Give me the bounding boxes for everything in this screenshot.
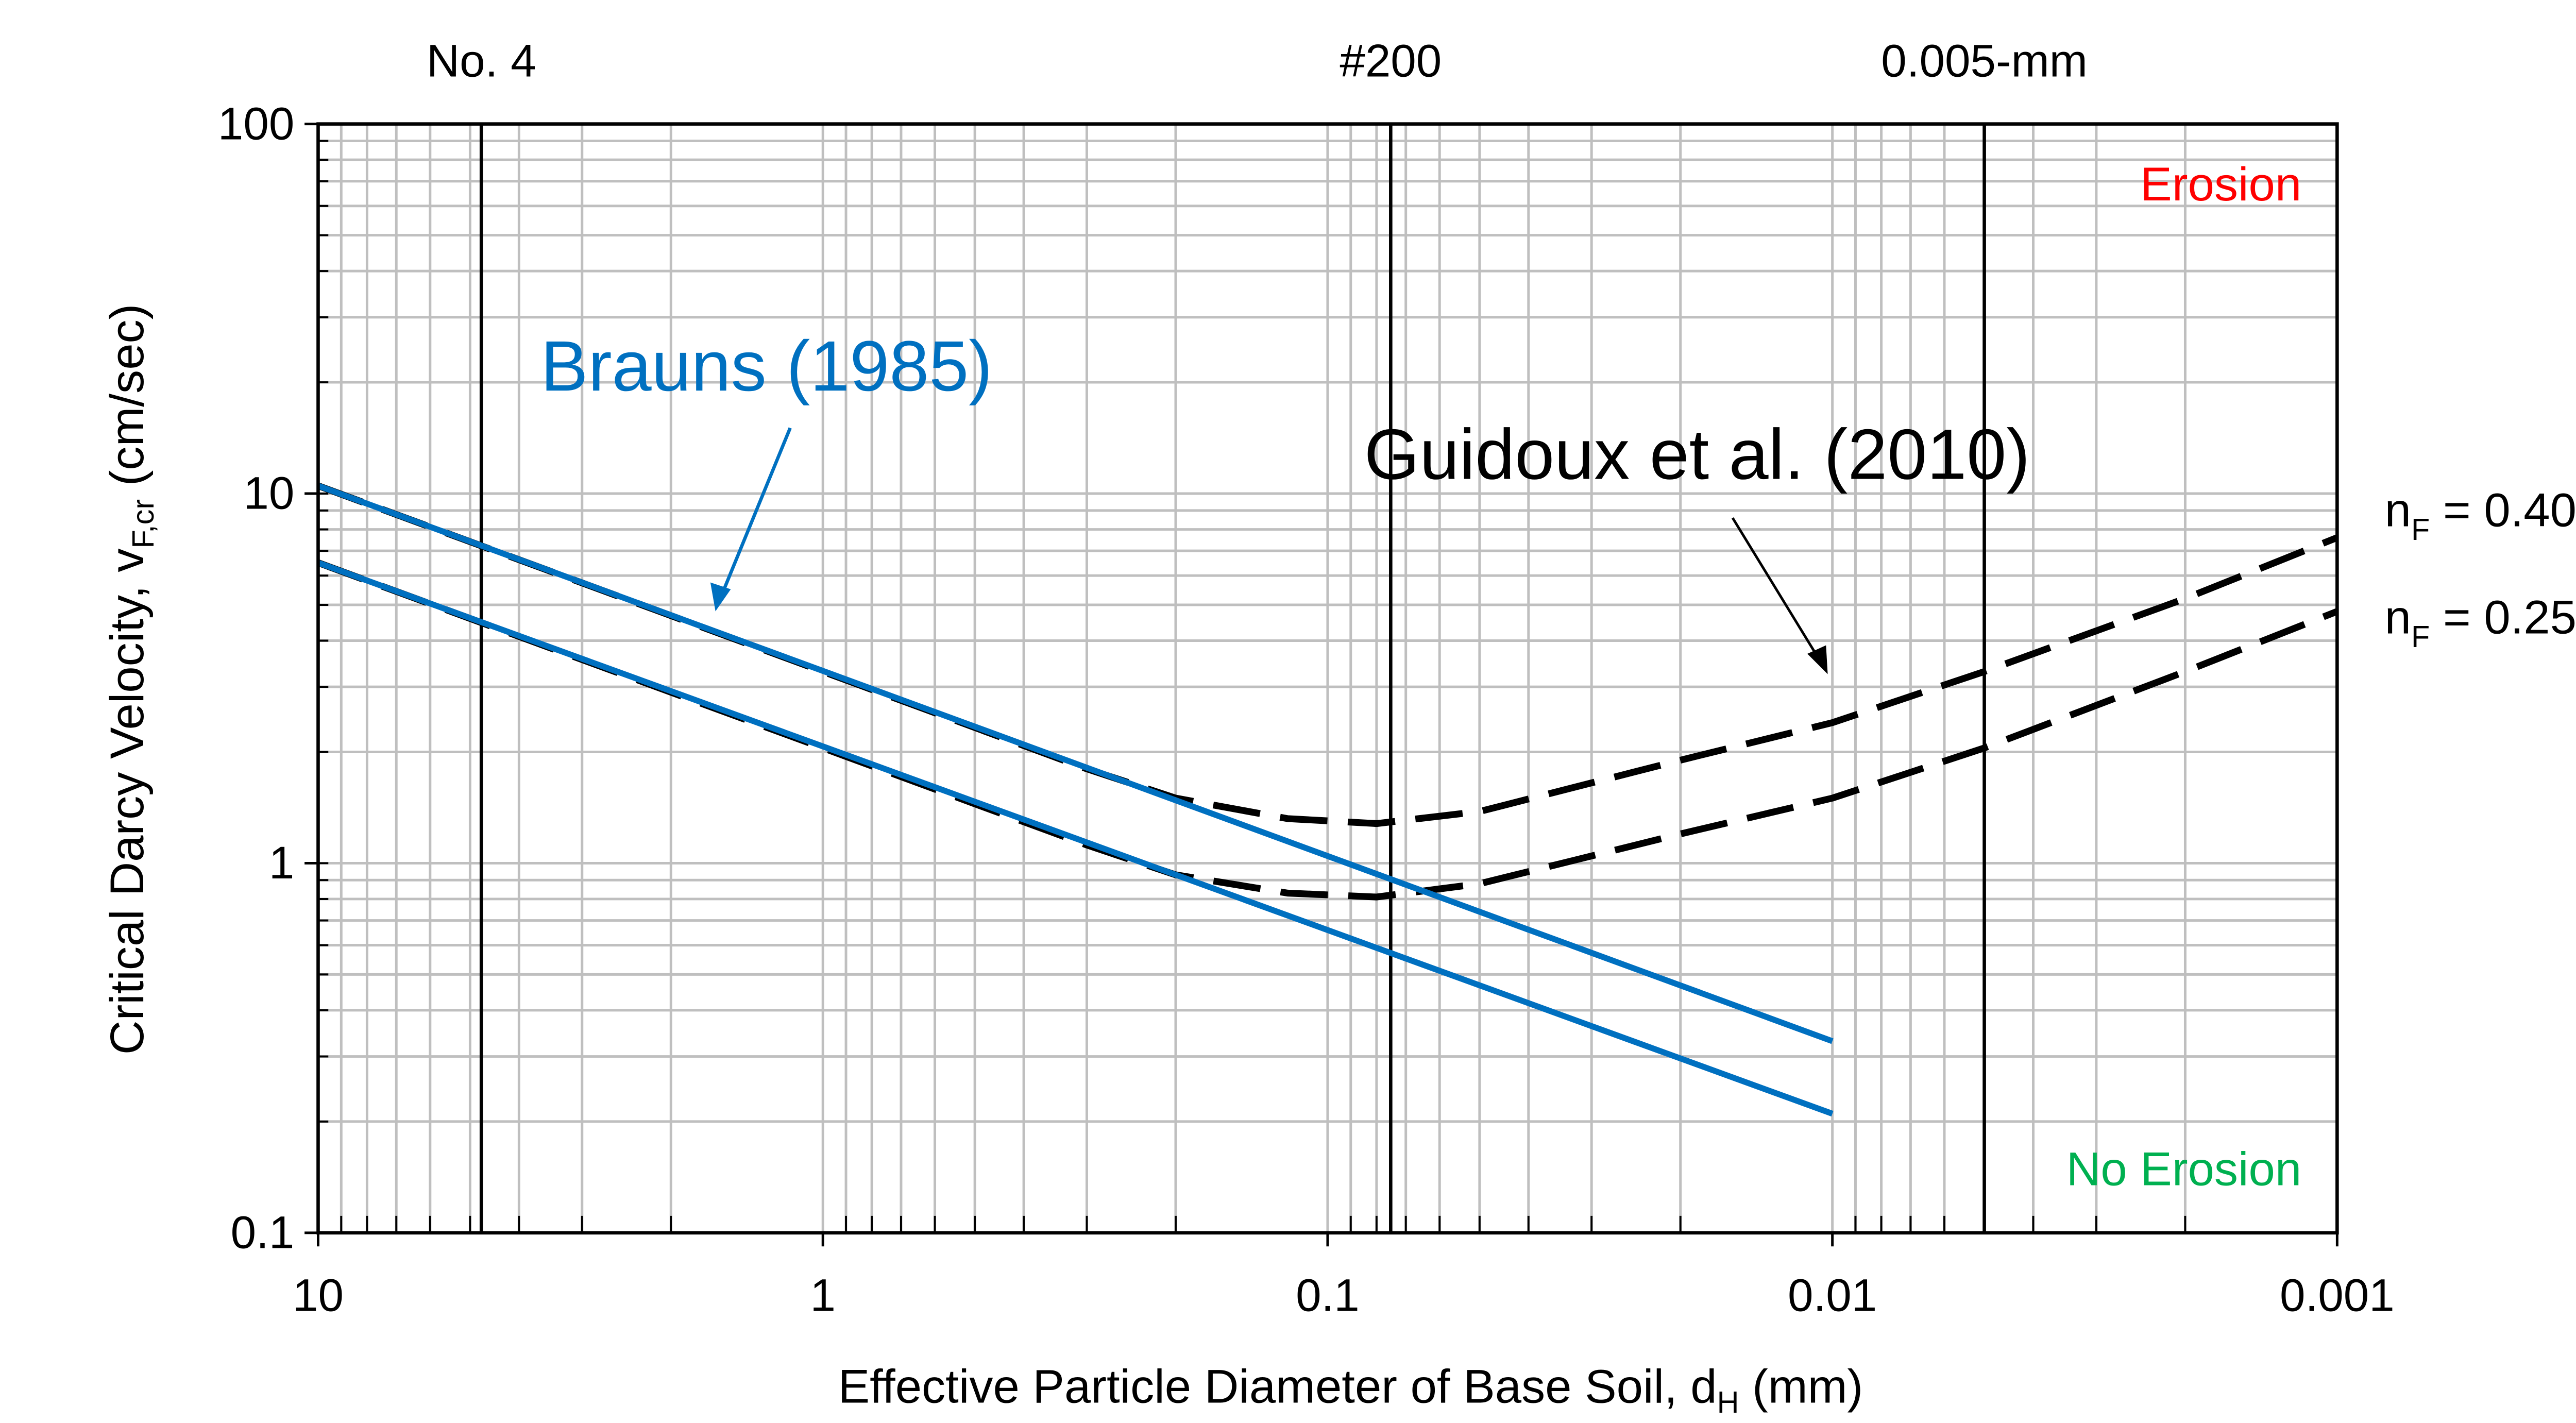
y-tick-label: 10 — [243, 467, 294, 519]
reference-line-label: No. 4 — [427, 35, 536, 86]
y-tick-label: 100 — [218, 97, 294, 149]
guidoux-label: Guidoux et al. (2010) — [1364, 415, 2030, 494]
nf-040-label: nF = 0.40 — [2385, 483, 2576, 547]
x-tick-label: 1 — [810, 1269, 836, 1320]
x-tick-label: 0.01 — [1788, 1269, 1877, 1320]
brauns-label: Brauns (1985) — [540, 327, 992, 406]
y-tick-label: 0.1 — [231, 1207, 295, 1258]
x-axis-title: Effective Particle Diameter of Base Soil… — [838, 1359, 1863, 1419]
brauns-line — [317, 560, 1834, 1117]
x-tick-label: 10 — [293, 1269, 344, 1320]
brauns-line — [317, 483, 1834, 1044]
nf-025-label: nF = 0.25 — [2385, 590, 2576, 653]
grid — [318, 124, 2338, 1234]
reference-line-label: #200 — [1340, 35, 1442, 86]
ticks: 10 1 0.1 0.01 0.001 0.1 1 10 100 — [218, 97, 2395, 1320]
reference-lines: No. 4 #200 0.005-mm — [427, 35, 2088, 1233]
brauns-arrow — [719, 427, 792, 599]
y-axis-title: Critical Darcy Velocity, vF,cr (cm/sec) — [100, 304, 160, 1055]
series-layer — [317, 482, 2338, 1117]
x-tick-label: 0.001 — [2280, 1269, 2395, 1320]
x-tick-label: 0.1 — [1296, 1269, 1360, 1320]
erosion-label: Erosion — [2140, 157, 2301, 211]
y-tick-label: 1 — [269, 837, 295, 888]
guidoux-arrow — [1731, 517, 1822, 663]
no-erosion-label: No Erosion — [2066, 1142, 2301, 1196]
reference-line-label: 0.005-mm — [1881, 35, 2088, 86]
guidoux-arrowhead — [1807, 645, 1828, 674]
brauns-arrowhead — [710, 582, 731, 612]
